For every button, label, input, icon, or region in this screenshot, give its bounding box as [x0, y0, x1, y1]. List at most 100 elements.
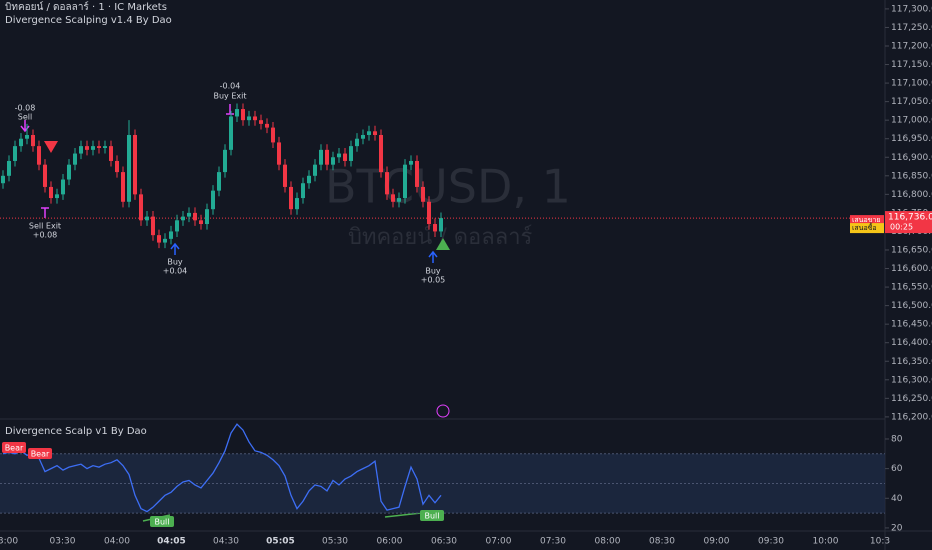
- candle-body: [55, 194, 59, 199]
- candle-body: [373, 131, 377, 136]
- watermark-symbol: BTCUSD, 1: [325, 160, 571, 214]
- candle-body: [145, 216, 149, 221]
- y-tick-label: 40: [891, 494, 903, 504]
- signal-label: -0.04: [220, 82, 241, 91]
- candle-body: [277, 142, 281, 165]
- candle-body: [331, 157, 335, 165]
- candle-body: [103, 146, 107, 148]
- candle-body: [7, 160, 11, 176]
- candle-body: [271, 127, 275, 143]
- candle-body: [151, 216, 155, 236]
- indicator-header: Divergence Scalping v1.4 By Dao: [5, 15, 172, 26]
- y-tick-label: 116,550.00: [891, 283, 932, 293]
- candle-body: [391, 194, 395, 202]
- candle-body: [235, 109, 239, 117]
- divergence-label: Bull: [424, 512, 439, 521]
- y-tick-label: 117,200.00: [891, 41, 932, 51]
- candle-body: [379, 135, 383, 173]
- y-tick-label: 116,900.00: [891, 153, 932, 163]
- sell-arrow: [20, 120, 30, 133]
- y-tick-label: 116,450.00: [891, 320, 932, 330]
- candle-body: [259, 120, 263, 124]
- signal-label: +0.04: [163, 267, 188, 276]
- candle-body: [187, 212, 191, 217]
- candle-body: [319, 149, 323, 165]
- buy-exit-arrow: [226, 104, 234, 115]
- candle-body: [121, 172, 125, 202]
- candle-body: [175, 220, 179, 232]
- candle-body: [361, 135, 365, 139]
- candle-body: [49, 186, 53, 199]
- candle-body: [97, 146, 101, 148]
- candle-body: [253, 116, 257, 121]
- candle-body: [367, 131, 371, 136]
- signal-label: +0.08: [33, 231, 58, 240]
- candle-body: [265, 123, 269, 128]
- candle-body: [211, 190, 215, 210]
- y-tick-label: 116,400.00: [891, 338, 932, 348]
- ask-tag: [850, 215, 884, 226]
- signal-label: Sell: [18, 113, 32, 122]
- y-tick-label: 117,100.00: [891, 79, 932, 89]
- candle-body: [403, 164, 407, 199]
- candle-body: [163, 238, 167, 243]
- y-tick-label: 116,250.00: [891, 394, 932, 404]
- candle-body: [301, 183, 305, 199]
- candle-body: [289, 186, 293, 210]
- candle-body: [283, 164, 287, 187]
- candle-body: [307, 175, 311, 184]
- candle-body: [37, 146, 41, 165]
- x-tick-label: 05:05: [266, 537, 295, 547]
- signal-label: Buy: [425, 267, 441, 276]
- candle-body: [19, 138, 23, 147]
- candle-body: [193, 212, 197, 221]
- x-tick-label: 09:30: [758, 537, 784, 547]
- x-tick-label: 3:00: [0, 537, 18, 547]
- signal-label: Buy: [167, 258, 183, 267]
- candle-body: [79, 146, 83, 154]
- bid-label: เสนอซื้อ: [852, 221, 877, 232]
- candle-body: [139, 194, 143, 221]
- candle-body: [73, 153, 77, 165]
- candle-body: [199, 220, 203, 225]
- y-tick-label: 116,850.00: [891, 171, 932, 181]
- y-tick-label: 116,500.00: [891, 301, 932, 311]
- y-tick-label: 117,250.00: [891, 23, 932, 33]
- candle-body: [181, 216, 185, 221]
- signal-label: +0.05: [421, 276, 446, 285]
- buy-arrow: [170, 242, 180, 255]
- sell-triangle: [44, 141, 58, 153]
- candle-body: [241, 109, 245, 121]
- candle-body: [385, 172, 389, 195]
- event-icon[interactable]: [436, 404, 450, 418]
- candle-body: [127, 135, 131, 202]
- y-tick-label: 117,150.00: [891, 60, 932, 70]
- x-tick-label: 08:30: [649, 537, 675, 547]
- candle-body: [13, 146, 17, 161]
- candle-body: [67, 164, 71, 180]
- oscillator-title: Divergence Scalp v1 By Dao: [5, 426, 147, 437]
- y-tick-label: 116,200.00: [891, 412, 932, 422]
- candle-body: [325, 149, 329, 165]
- y-tick-label: 116,800.00: [891, 190, 932, 200]
- x-tick-label: 10:3: [870, 537, 890, 547]
- candle-body: [61, 179, 65, 195]
- candle-body: [91, 146, 95, 150]
- last-price-box: [885, 211, 932, 234]
- y-tick-label: 116,350.00: [891, 357, 932, 367]
- y-tick-label: 116,300.00: [891, 375, 932, 385]
- ask-label: เสนอขาย: [852, 216, 880, 224]
- x-tick-label: 04:00: [104, 537, 130, 547]
- candle-body: [205, 209, 209, 225]
- signal-label: Buy Exit: [214, 92, 247, 101]
- x-tick-label: 10:00: [813, 537, 839, 547]
- candle-body: [43, 164, 47, 187]
- candle-body: [115, 160, 119, 173]
- candle-body: [223, 149, 227, 173]
- y-tick-label: 117,300.00: [891, 4, 932, 14]
- y-tick-label: 116,600.00: [891, 264, 932, 274]
- candle-body: [439, 218, 443, 232]
- y-tick-label: 80: [891, 434, 903, 444]
- y-tick-label: 117,000.00: [891, 116, 932, 126]
- candle-body: [349, 146, 353, 161]
